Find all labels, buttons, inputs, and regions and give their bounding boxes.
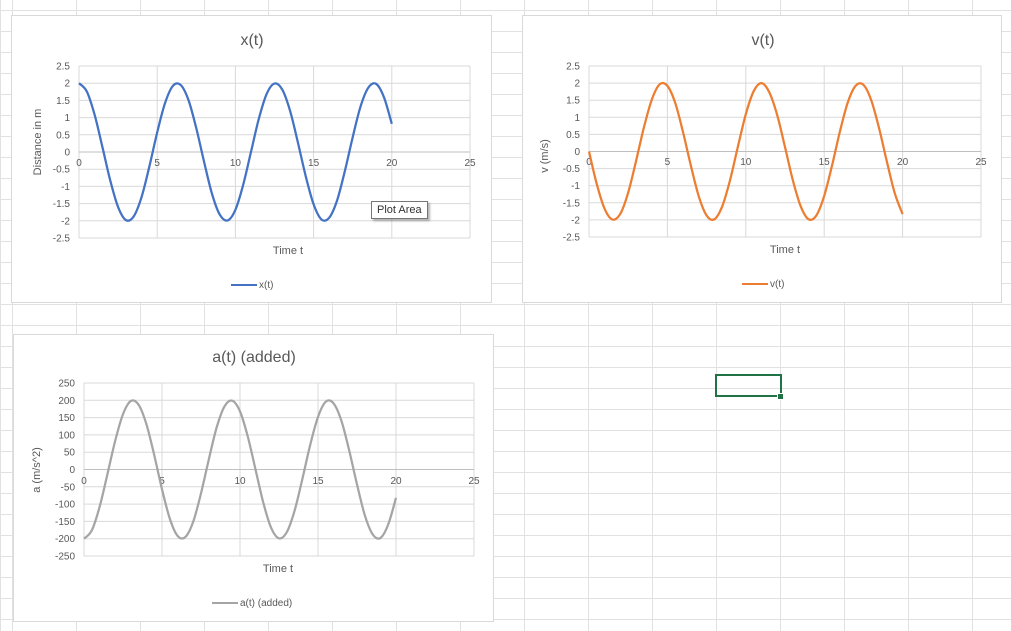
y-tick-label: -100 xyxy=(55,500,75,511)
x-tick-label: 20 xyxy=(390,476,402,487)
series-layer[interactable] xyxy=(587,81,904,221)
chart-title: a(t) (added) xyxy=(212,349,296,366)
series-line[interactable] xyxy=(78,82,393,222)
legend-label: x(t) xyxy=(259,280,273,291)
x-tick-label: 5 xyxy=(154,158,160,169)
y-tick-label: 2.5 xyxy=(566,62,580,73)
y-tick-label: -2 xyxy=(61,216,70,227)
x-tick-label: 0 xyxy=(586,157,592,168)
x-axis-title: Time t xyxy=(770,244,800,256)
series-line[interactable] xyxy=(587,81,904,221)
y-tick-label: 0.5 xyxy=(56,130,70,141)
y-tick-label: 0 xyxy=(574,147,580,158)
plot-area-tooltip: Plot Area xyxy=(371,201,428,219)
legend-label: v(t) xyxy=(770,279,784,290)
chart-title: x(t) xyxy=(240,32,263,49)
x-tick-label: 25 xyxy=(975,157,987,168)
y-tick-label: 0 xyxy=(64,148,70,159)
chart-x-of-t-svg: x(t) 2.5 2 1.5 1 0.5 0 -0.5 -1 -1.5 -2 -2.5 0 5 10 15… xyxy=(32,32,476,291)
x-tick-label: 5 xyxy=(159,476,165,487)
y-tick-label: -1.5 xyxy=(563,198,581,209)
y-tick-label: 200 xyxy=(58,396,75,407)
x-tick-label: 20 xyxy=(897,157,909,168)
y-axis-title: a (m/s^2) xyxy=(31,447,43,493)
y-tick-labels: 250 200 150 100 50 0 -50 -100 -150 -200 -250 xyxy=(55,379,75,563)
x-tick-labels: 0 5 10 15 20 25 xyxy=(81,476,480,487)
chart-v-of-t[interactable]: v(t) 2.5 2 1.5 1 0.5 0 -0.5 -1 -1.5 -2 -2.5 0 5 10 15… xyxy=(522,15,1002,303)
series-layer[interactable] xyxy=(83,399,398,540)
x-axis-title: Time t xyxy=(273,245,303,257)
gridlines xyxy=(78,65,471,239)
y-tick-label: 250 xyxy=(58,379,75,390)
chart-a-of-t-svg: a(t) (added) 250200150100500-50-100-150-… xyxy=(31,349,480,609)
x-tick-label: 0 xyxy=(76,158,82,169)
y-tick-label: 150 xyxy=(58,413,75,424)
series-layer[interactable] xyxy=(78,82,393,222)
chart-v-of-t-svg: v(t) 2.5 2 1.5 1 0.5 0 -0.5 -1 -1.5 -2 -2.5 0 5 10 15… xyxy=(539,32,987,290)
y-tick-label: -150 xyxy=(55,517,75,528)
gridlines xyxy=(83,382,475,557)
x-axis-title: Time t xyxy=(263,563,293,575)
y-tick-labels: 2.5 2 1.5 1 0.5 0 -0.5 -1 -1.5 -2 -2.5 xyxy=(563,62,581,244)
x-tick-label: 0 xyxy=(81,476,87,487)
x-tick-labels: 0 5 10 15 20 25 xyxy=(586,157,987,168)
y-tick-label: -250 xyxy=(55,552,75,563)
y-tick-label: 1.5 xyxy=(566,96,580,107)
fill-handle[interactable] xyxy=(777,393,784,400)
y-tick-label: -50 xyxy=(61,482,76,493)
legend-label: a(t) (added) xyxy=(240,598,292,609)
x-tick-label: 25 xyxy=(464,158,476,169)
y-tick-label: 1 xyxy=(64,113,70,124)
y-tick-label: 100 xyxy=(58,430,75,441)
y-tick-label: -2.5 xyxy=(563,233,581,244)
y-tick-label: -2 xyxy=(571,215,580,226)
chart-x-of-t[interactable]: x(t) 2.5 2 1.5 1 0.5 0 -0.5 -1 -1.5 -2 -2.5 0 5 10 15… xyxy=(11,15,492,303)
y-tick-label: 2 xyxy=(64,79,70,90)
y-axis-title: Distance in m xyxy=(32,109,44,176)
x-tick-labels: 0 5 10 15 20 25 xyxy=(76,158,476,169)
x-tick-label: 25 xyxy=(468,476,480,487)
y-tick-label: 2.5 xyxy=(56,62,70,73)
chart-a-of-t[interactable]: a(t) (added) 250 200 150 100 50 0 -50 -100 -150-… xyxy=(13,334,494,622)
series-line[interactable] xyxy=(83,399,398,540)
y-tick-label: 1.5 xyxy=(56,96,70,107)
x-tick-label: 10 xyxy=(230,158,242,169)
y-tick-label: 2 xyxy=(574,79,580,90)
y-tick-labels: 2.5 2 1.5 1 0.5 0 -0.5 -1 -1.5 -2 -2.5 xyxy=(53,62,71,245)
x-tick-label: 10 xyxy=(234,476,246,487)
x-tick-label: 10 xyxy=(740,157,752,168)
x-tick-label: 15 xyxy=(312,476,324,487)
y-tick-label: -0.5 xyxy=(53,165,71,176)
y-tick-label: -200 xyxy=(55,534,75,545)
y-tick-label: -2.5 xyxy=(53,234,71,245)
x-tick-label: 5 xyxy=(665,157,671,168)
y-tick-label: 0.5 xyxy=(566,130,580,141)
chart-title: v(t) xyxy=(751,32,774,49)
active-cell-selection[interactable] xyxy=(715,374,782,397)
x-tick-label: 15 xyxy=(308,158,320,169)
y-tick-label: 50 xyxy=(64,448,76,459)
x-tick-label: 15 xyxy=(819,157,831,168)
y-axis-title: v (m/s) xyxy=(539,139,551,173)
y-tick-label: -0.5 xyxy=(563,164,581,175)
y-tick-label: 1 xyxy=(574,113,580,124)
y-tick-label: -1.5 xyxy=(53,199,71,210)
y-tick-label: -1 xyxy=(61,182,70,193)
y-tick-label: -1 xyxy=(571,181,580,192)
x-tick-label: 20 xyxy=(386,158,398,169)
y-tick-label: 0 xyxy=(69,465,75,476)
